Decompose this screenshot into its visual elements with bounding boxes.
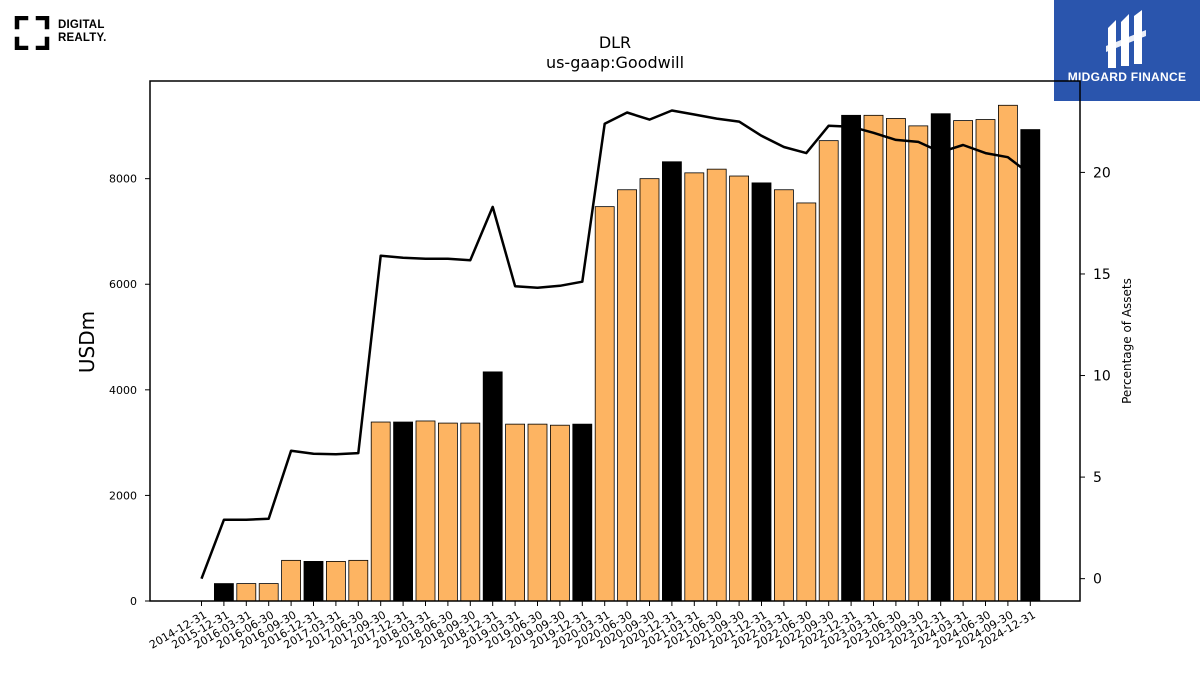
- y-tick-label: 2000: [109, 489, 137, 502]
- bar-2019-06-30: [527, 423, 548, 602]
- logo-line-1: DIGITAL: [58, 19, 105, 31]
- logo-line-2: REALTY.: [58, 32, 107, 44]
- bar-2024-09-30: [998, 104, 1018, 602]
- bar-2019-12-31: [572, 423, 593, 602]
- bar-series: [213, 104, 1041, 602]
- bar-2024-06-30: [975, 119, 996, 602]
- bar-2022-06-30: [796, 202, 817, 602]
- midgard-mark-icon: [1106, 10, 1146, 68]
- percentage-line: [200, 109, 1032, 580]
- bar-2023-12-31: [930, 113, 951, 602]
- y2-axis-label: Percentage of Assets: [1120, 278, 1134, 404]
- bar-2019-03-31: [505, 423, 526, 602]
- bar-2017-09-30: [370, 421, 391, 602]
- bar-2023-09-30: [908, 125, 929, 602]
- bar-2021-09-30: [729, 175, 749, 602]
- bar-2018-03-31: [415, 420, 436, 602]
- x-axis: 2014-12-312015-12-312016-03-312016-06-30…: [147, 601, 1038, 652]
- y2-tick-label: 20: [1093, 165, 1111, 181]
- digital-realty-logo: DIGITAL REALTY.: [14, 15, 124, 51]
- chart-title: DLR: [599, 33, 631, 52]
- bar-2018-12-31: [482, 371, 503, 602]
- bar-2017-06-30: [348, 559, 369, 602]
- y2-tick-label: 15: [1093, 267, 1111, 283]
- bar-2022-12-31: [841, 114, 861, 602]
- chart-subtitle: us-gaap:Goodwill: [546, 53, 684, 72]
- y2-tick-label: 0: [1093, 572, 1102, 588]
- bar-2016-03-31: [236, 583, 257, 602]
- bar-2020-06-30: [617, 189, 637, 602]
- midgard-wordmark: MIDGARD FINANCE: [1067, 70, 1187, 84]
- bar-2017-03-31: [325, 561, 346, 602]
- bar-2016-12-31: [303, 561, 324, 602]
- bar-2022-09-30: [818, 140, 839, 602]
- y-tick-label: 8000: [109, 173, 137, 186]
- midgard-finance-logo: MIDGARD FINANCE: [1054, 0, 1200, 101]
- y-tick-label: 4000: [109, 384, 137, 397]
- bar-2018-09-30: [460, 422, 481, 602]
- bar-2022-03-31: [774, 189, 794, 602]
- y-axis-right: 0 5 10 15 20: [1080, 165, 1111, 588]
- y-tick-label: 6000: [109, 278, 137, 291]
- bar-2019-09-30: [550, 424, 570, 602]
- y2-tick-label: 10: [1093, 369, 1111, 385]
- bar-2024-03-31: [953, 120, 973, 602]
- bar-2016-09-30: [281, 559, 302, 602]
- bar-2023-06-30: [886, 118, 906, 602]
- y-axis-left: 0 2000 4000 6000 8000: [109, 173, 150, 608]
- y2-tick-label: 5: [1093, 470, 1102, 486]
- bar-2020-12-31: [662, 161, 682, 602]
- bar-2020-03-31: [594, 206, 615, 602]
- bar-2021-12-31: [751, 182, 772, 602]
- bar-2017-12-31: [393, 421, 414, 602]
- bar-2020-09-30: [639, 178, 660, 602]
- bar-2021-03-31: [684, 172, 705, 602]
- bar-2015-12-31: [213, 583, 234, 602]
- plot-frame: [149, 80, 1081, 602]
- bar-2016-06-30: [258, 583, 279, 602]
- bar-2021-06-30: [706, 168, 727, 602]
- y-tick-label: 0: [130, 595, 137, 608]
- digital-realty-wordmark: DIGITAL REALTY.: [58, 19, 106, 45]
- y-axis-label: USDm: [75, 311, 99, 373]
- bar-2024-12-31: [1020, 129, 1041, 602]
- bar-2018-06-30: [437, 422, 458, 602]
- bracket-logo-icon: [14, 15, 50, 51]
- bar-2023-03-31: [863, 114, 884, 602]
